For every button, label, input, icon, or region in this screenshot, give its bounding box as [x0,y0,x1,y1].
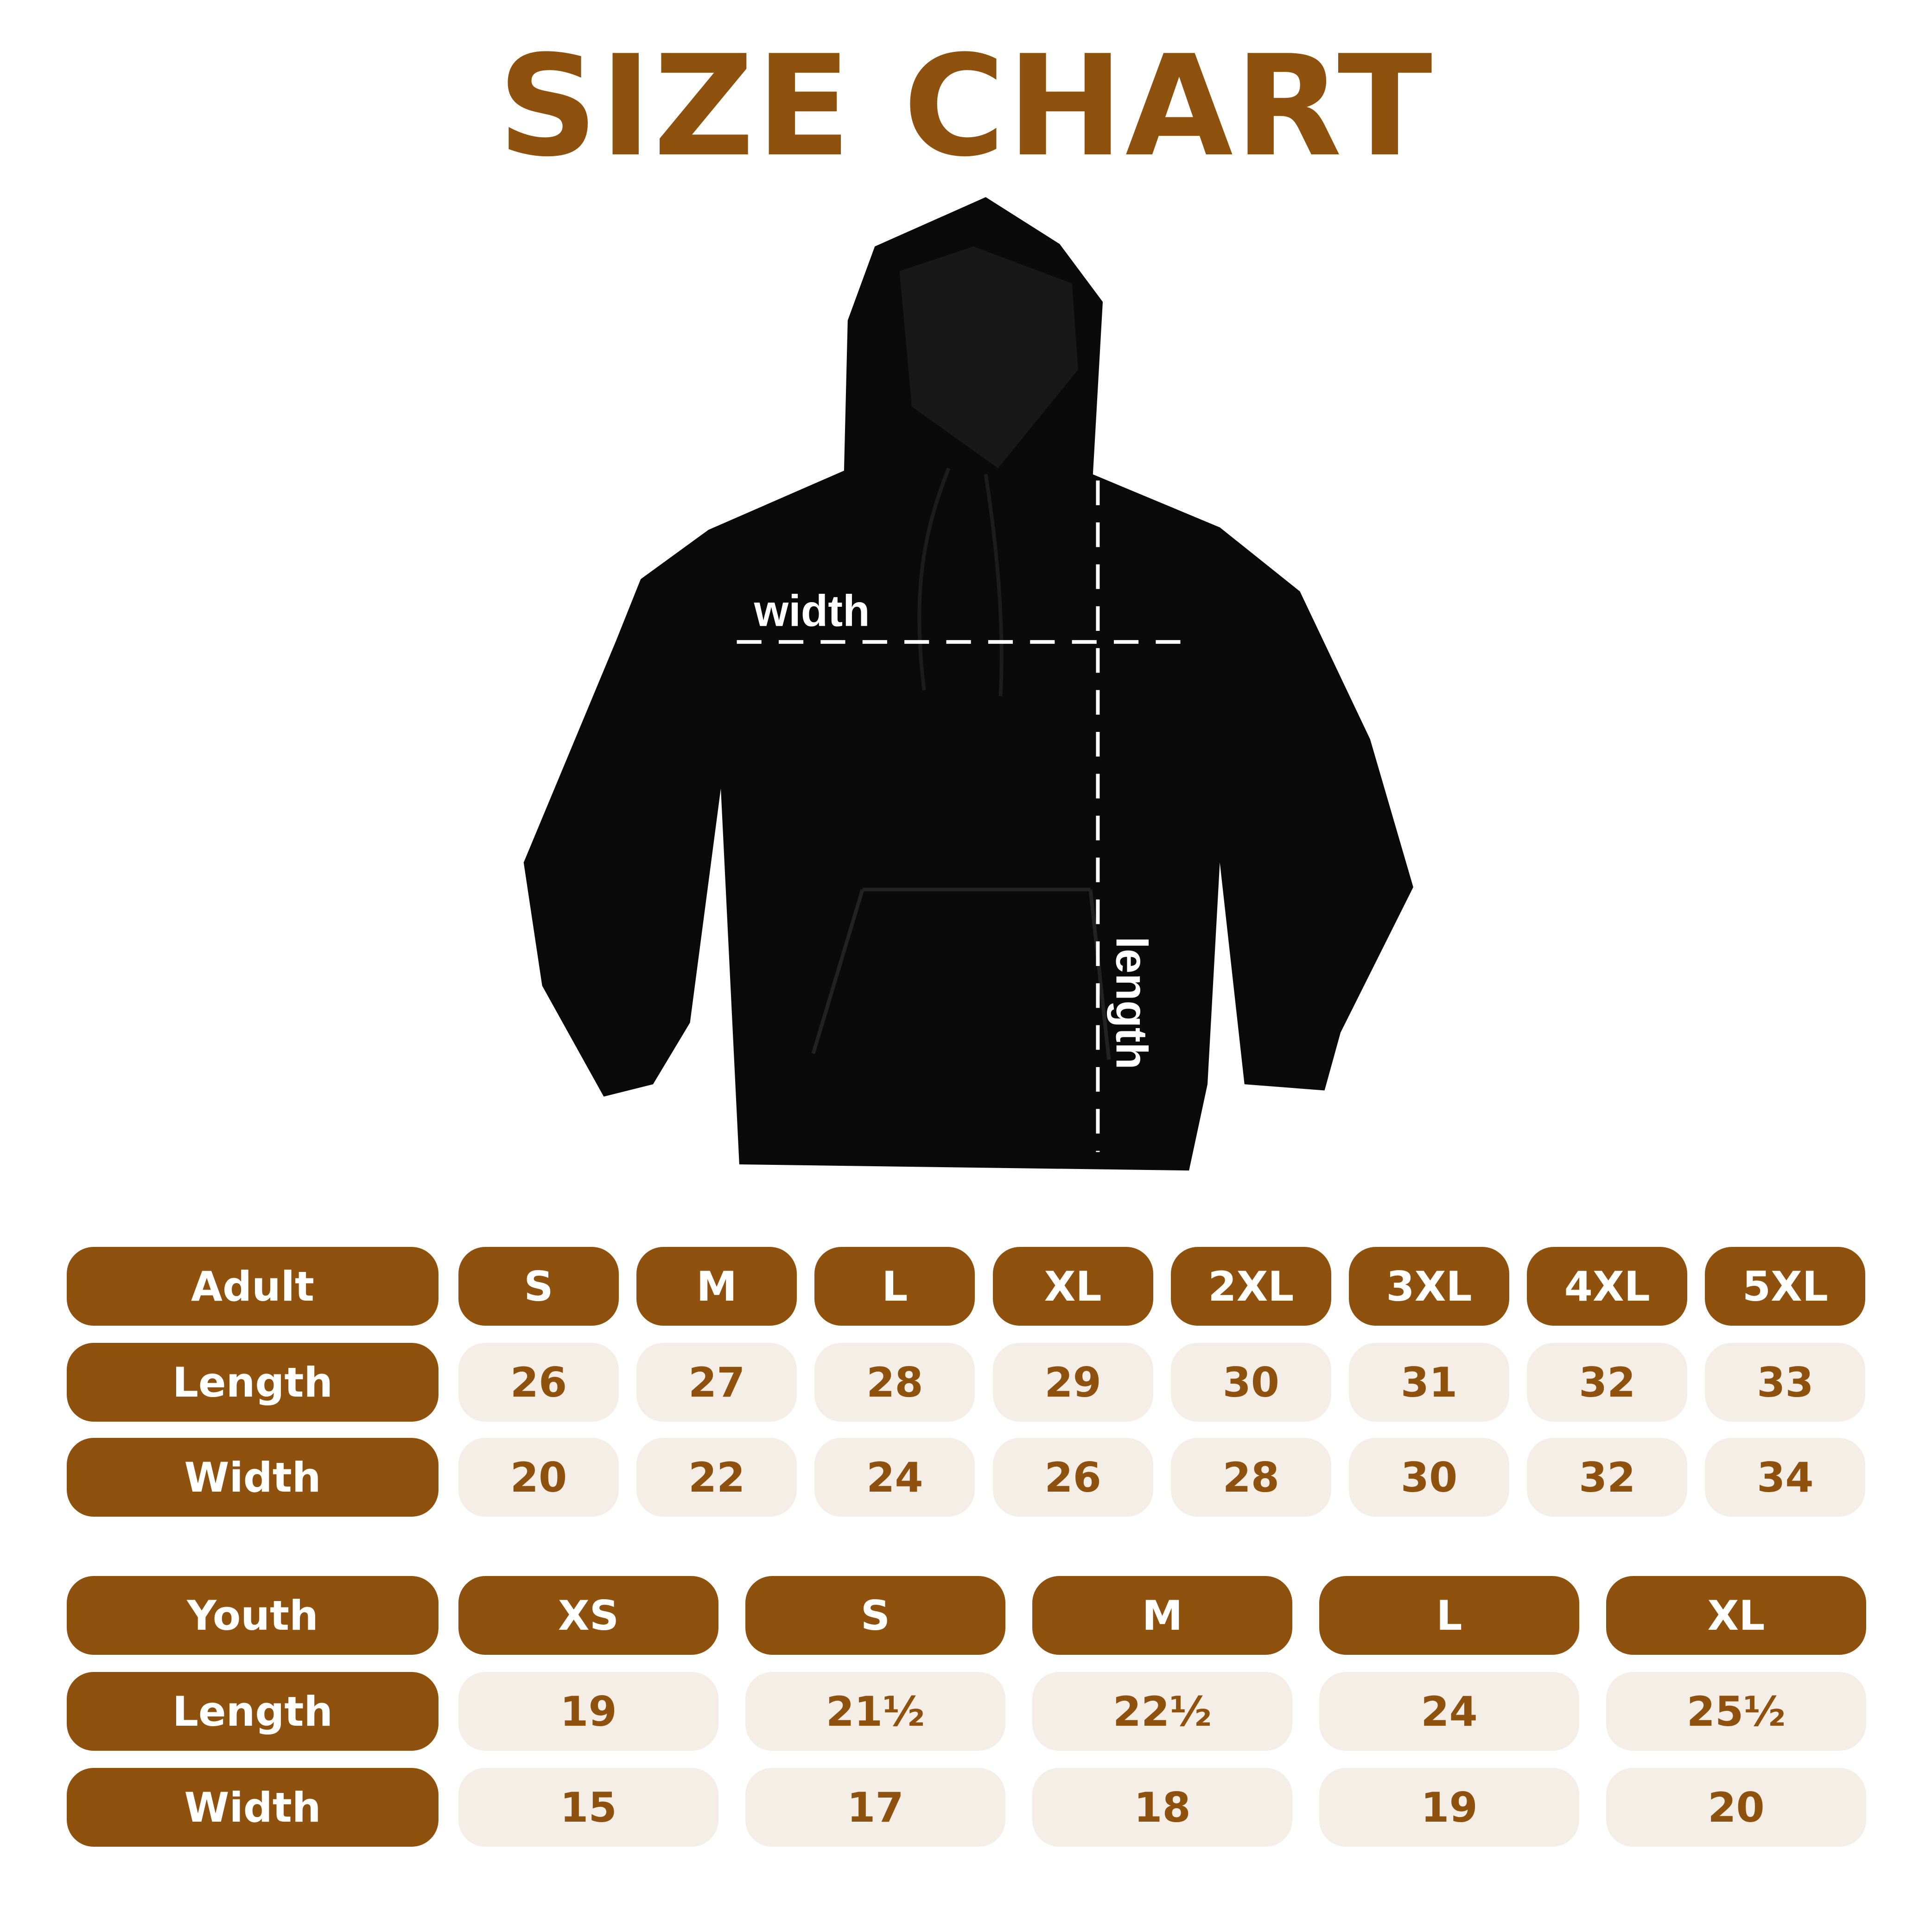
adult-size-4xl: 4XL [1527,1247,1688,1326]
youth-row-label-width: Width [67,1768,439,1847]
youth-length-value: 21½ [745,1672,1005,1751]
youth-size-xs: XS [458,1576,718,1655]
adult-row-label-length: Length [67,1343,439,1422]
youth-width-value: 18 [1032,1768,1292,1847]
adult-length-value: 31 [1349,1343,1509,1422]
drawstring [917,467,1004,697]
adult-size-xl: XL [992,1247,1153,1326]
hood-inner [899,246,1078,469]
adult-length-value: 33 [1705,1343,1866,1422]
adult-length-value: 30 [1170,1343,1331,1422]
adult-size-l: L [814,1247,975,1326]
adult-row-label-width: Width [67,1438,439,1517]
adult-size-3xl: 3XL [1349,1247,1509,1326]
adult-width-value: 20 [458,1438,619,1517]
youth-length-value: 25½ [1606,1672,1866,1751]
adult-length-value: 29 [992,1343,1153,1422]
adult-width-value: 30 [1349,1438,1509,1517]
adult-size-m: M [636,1247,797,1326]
adult-length-value: 28 [814,1343,975,1422]
adult-width-value: 24 [814,1438,975,1517]
adult-length-value: 32 [1527,1343,1688,1422]
adult-size-2xl: 2XL [1170,1247,1331,1326]
youth-width-value: 15 [458,1768,718,1847]
width-label: width [754,586,870,636]
adult-size-5xl: 5XL [1705,1247,1866,1326]
youth-size-l: L [1319,1576,1579,1655]
adult-length-value: 27 [636,1343,797,1422]
youth-size-xl: XL [1606,1576,1866,1655]
youth-row-label-length: Length [67,1672,439,1751]
youth-length-value: 19 [458,1672,718,1751]
page-title: SIZE CHART [497,25,1435,187]
adult-width-value: 22 [636,1438,797,1517]
adult-width-value: 34 [1705,1438,1866,1517]
pocket-outline [811,888,1111,1060]
youth-size-s: S [745,1576,1005,1655]
length-label: length [1106,936,1156,1069]
youth-length-value: 24 [1319,1672,1579,1751]
youth-length-value: 22½ [1032,1672,1292,1751]
adult-length-value: 26 [458,1343,619,1422]
adult-width-value: 32 [1527,1438,1688,1517]
hoodie-shape [523,197,1413,1171]
youth-width-value: 17 [745,1768,1005,1847]
youth-size-m: M [1032,1576,1292,1655]
adult-size-s: S [458,1247,619,1326]
adult-header: Adult [67,1247,439,1326]
youth-width-value: 19 [1319,1768,1579,1847]
adult-width-value: 28 [1170,1438,1331,1517]
youth-header: Youth [67,1576,439,1655]
youth-width-value: 20 [1606,1768,1866,1847]
adult-width-value: 26 [992,1438,1153,1517]
